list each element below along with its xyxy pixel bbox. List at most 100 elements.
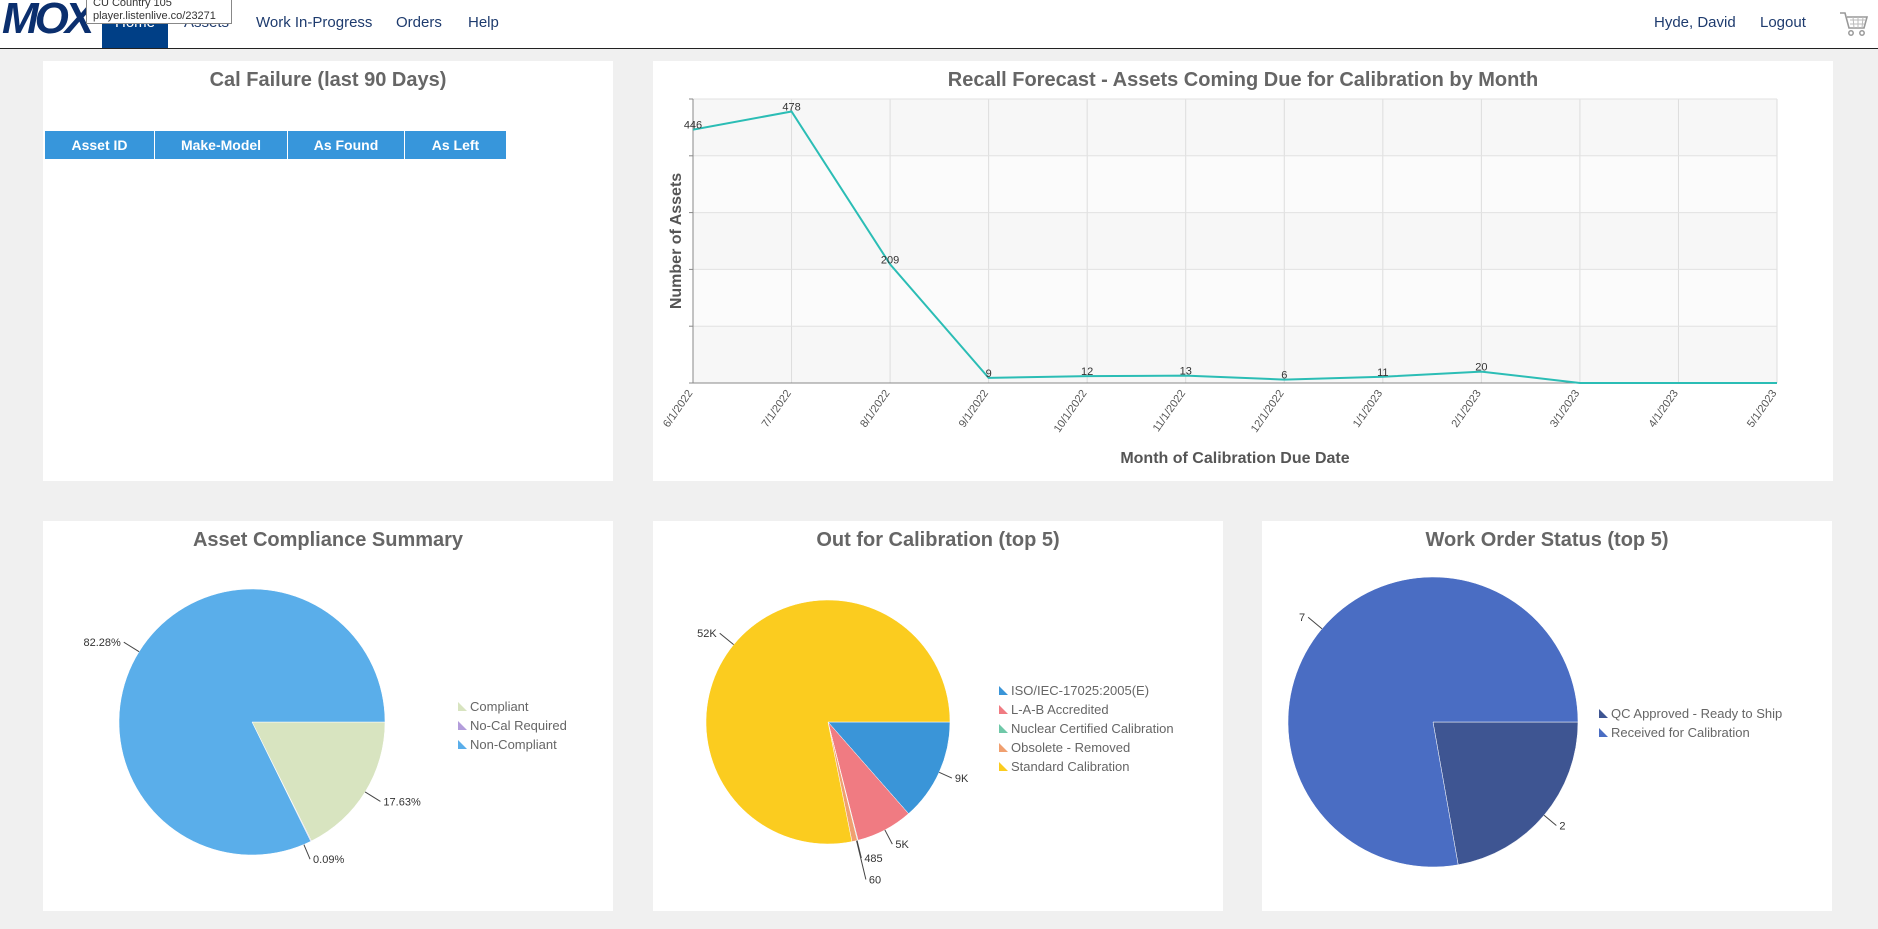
pie-leader-line — [884, 829, 893, 845]
pie-data-label: 17.63% — [383, 796, 421, 808]
data-label: 6 — [1281, 370, 1287, 382]
tooltip-line-1: CU Country 105 — [93, 0, 172, 9]
legend-item-obsolete-removed[interactable]: Obsolete - Removed — [1011, 740, 1130, 755]
data-label: 446 — [684, 120, 702, 132]
out-for-calibration-chart: 9K 5K 60 485 52K ISO/IEC-17025:2005(E) L-A-B A… — [697, 599, 1174, 887]
nav-work-in-progress[interactable]: Work In-Progress — [256, 14, 373, 31]
legend-swatch — [999, 724, 1008, 733]
recall-forecast-title: Recall Forecast - Assets Coming Due for … — [947, 69, 1539, 91]
pie-slice-qc-approved-ready-to-ship[interactable] — [1432, 721, 1579, 866]
legend-item-non-compliant[interactable]: Non-Compliant — [470, 737, 557, 752]
out-for-calibration-panel: Out for Calibration (top 5) 9K 5K 60 485 52K… — [653, 521, 1223, 911]
pie-leader-line — [856, 840, 862, 859]
legend-swatch — [1599, 728, 1608, 737]
legend-swatch — [1599, 709, 1608, 718]
x-tick-label: 2/1/2023 — [1449, 388, 1483, 430]
legend-swatch — [999, 705, 1008, 714]
legend-swatch — [999, 686, 1008, 695]
plot-band — [693, 155, 1777, 213]
data-label: 209 — [881, 254, 899, 266]
pie-leader-line — [303, 844, 311, 860]
legend-item-compliant[interactable]: Compliant — [470, 699, 529, 714]
x-tick-label: 3/1/2023 — [1548, 388, 1582, 430]
pie-data-label: 485 — [864, 853, 882, 865]
plot-band — [693, 212, 1777, 270]
out-for-calibration-title: Out for Calibration (top 5) — [816, 529, 1060, 551]
nav-logout[interactable]: Logout — [1760, 14, 1806, 31]
asset-compliance-panel: Asset Compliance Summary 17.63% 0.09% 82.2… — [43, 521, 613, 911]
x-tick-label: 7/1/2022 — [760, 388, 794, 430]
pie-leader-line — [938, 771, 953, 779]
cal-failure-table-header: Asset ID Make-Model As Found As Left — [45, 131, 507, 159]
legend-item-iso-iec-17025-2005-e[interactable]: ISO/IEC-17025:2005(E) — [1011, 683, 1149, 698]
nav-help[interactable]: Help — [468, 14, 499, 31]
x-tick-label: 5/1/2023 — [1745, 388, 1779, 430]
pie-leader-line — [364, 791, 381, 802]
asset-compliance-title: Asset Compliance Summary — [192, 529, 464, 551]
logo-text: MOX — [2, 0, 94, 43]
series-line — [692, 110, 1777, 384]
pie-leader-line — [1543, 814, 1557, 826]
x-tick-label: 12/1/2022 — [1249, 388, 1287, 435]
x-tick-label: 6/1/2022 — [661, 388, 695, 430]
pie-data-label: 2 — [1559, 820, 1565, 832]
pie-data-label: 52K — [697, 628, 717, 640]
legend-swatch — [458, 721, 467, 730]
data-label: 11 — [1377, 367, 1388, 379]
work-order-status-chart: 2 7 QC Approved - Ready to Ship Received fo… — [1287, 576, 1782, 868]
legend-item-nuclear-certified-calibration[interactable]: Nuclear Certified Calibration — [1011, 721, 1174, 736]
cart-icon[interactable] — [1838, 8, 1870, 40]
x-tick-label: 11/1/2022 — [1151, 388, 1188, 434]
work-order-status-panel: Work Order Status (top 5) 2 7 QC Approved … — [1262, 521, 1832, 911]
pie-data-label: 60 — [869, 875, 881, 887]
legend-item-received-for-calibration[interactable]: Received for Calibration — [1611, 725, 1750, 740]
column-header-make-model[interactable]: Make-Model — [155, 131, 288, 159]
x-tick-label: 1/1/2023 — [1351, 388, 1385, 430]
legend-swatch — [999, 762, 1008, 771]
pie-leader-line — [123, 641, 140, 653]
pie-data-label: 5K — [895, 839, 909, 851]
column-header-as-left[interactable]: As Left — [405, 131, 507, 159]
column-header-as-found[interactable]: As Found — [288, 131, 405, 159]
plot-band — [693, 326, 1777, 383]
legend-item-l-a-b-accredited[interactable]: L-A-B Accredited — [1011, 702, 1109, 717]
nav-orders[interactable]: Orders — [396, 14, 442, 31]
data-label: 13 — [1180, 366, 1192, 378]
legend-swatch — [999, 743, 1008, 752]
cal-failure-panel: Cal Failure (last 90 Days) Asset ID Make… — [43, 61, 613, 481]
data-label: 12 — [1081, 366, 1093, 378]
cal-failure-title: Cal Failure (last 90 Days) — [209, 69, 447, 91]
pie-data-label: 9K — [955, 773, 969, 785]
pie-leader-line — [1307, 616, 1323, 630]
recall-forecast-panel: Recall Forecast - Assets Coming Due for … — [653, 61, 1833, 481]
top-navigation-bar: MOX Home Assets Work In-Progress Orders … — [0, 0, 1878, 49]
pie-data-label: 7 — [1299, 612, 1305, 624]
pie-data-label: 0.09% — [313, 854, 344, 866]
x-axis-title: Month of Calibration Due Date — [1120, 450, 1349, 467]
plot-band — [693, 269, 1777, 327]
mox-logo[interactable]: MOX — [0, 0, 100, 42]
legend-item-no-cal-required[interactable]: No-Cal Required — [470, 718, 567, 733]
data-label: 478 — [782, 101, 800, 113]
pie-slice-received-for-calibration[interactable] — [1287, 576, 1579, 868]
asset-compliance-chart: 17.63% 0.09% 82.28% Compliant No-Cal Require… — [83, 588, 567, 866]
legend-swatch — [458, 740, 467, 749]
x-tick-label: 4/1/2023 — [1647, 388, 1681, 430]
y-axis-title: Number of Assets — [668, 173, 685, 309]
legend-item-standard-calibration[interactable]: Standard Calibration — [1011, 759, 1130, 774]
recall-forecast-chart: 446 478 209 9 12 13 6 11 20 6/1/2022 7/1/2022 8/1/2… — [661, 98, 1779, 467]
x-tick-label: 9/1/2022 — [957, 388, 991, 430]
pie-data-label: 82.28% — [83, 637, 121, 649]
x-tick-label: 8/1/2022 — [858, 388, 892, 430]
tooltip-line-2: player.listenlive.co/23271 — [93, 10, 216, 22]
x-tick-label: 10/1/2022 — [1052, 388, 1090, 435]
pie-leader-line — [719, 632, 734, 646]
legend-swatch — [458, 702, 467, 711]
plot-band — [693, 99, 1777, 156]
nav-user-name[interactable]: Hyde, David — [1654, 14, 1736, 31]
column-header-asset-id[interactable]: Asset ID — [45, 131, 155, 159]
url-tooltip: CU Country 105 player.listenlive.co/2327… — [86, 0, 232, 24]
legend-item-qc-approved-ready-to-ship[interactable]: QC Approved - Ready to Ship — [1611, 706, 1782, 721]
work-order-status-title: Work Order Status (top 5) — [1425, 529, 1669, 551]
pie-leader-line — [856, 840, 867, 880]
